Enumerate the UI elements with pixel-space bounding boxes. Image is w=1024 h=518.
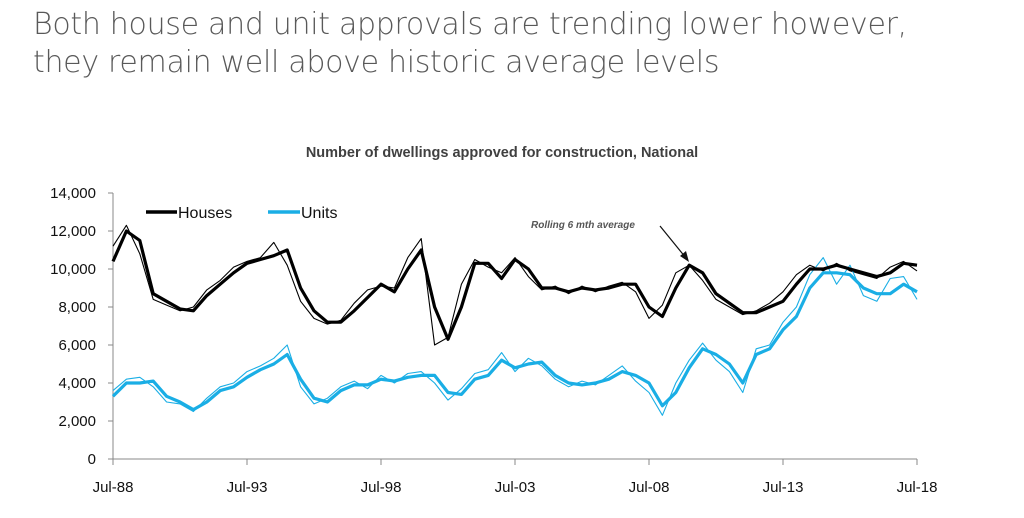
series-line-houses-monthly	[112, 224, 918, 346]
series-line-houses-rolling	[111, 229, 918, 341]
y-tick-label: 10,000	[50, 261, 96, 278]
y-tick-label: 2,000	[58, 413, 96, 430]
axes: 0 2,000 4,000 6,000 8,000 10,000 12,000 14,000 J…	[50, 185, 937, 496]
legend: Houses Units	[146, 205, 337, 222]
legend-label-houses: Houses	[178, 205, 232, 222]
x-tick-label: Jul-93	[227, 479, 268, 496]
headline-line-2: they remain well above historic average …	[33, 45, 720, 80]
y-tick-label: 6,000	[58, 337, 96, 354]
y-tick-label: 8,000	[58, 299, 96, 316]
annotation: Rolling 6 mth average	[531, 220, 689, 262]
slide-headline: Both house and unit approvals are trendi…	[33, 6, 907, 82]
x-tick-label: Jul-88	[93, 479, 134, 496]
annotation-arrow	[659, 225, 687, 259]
x-tick-label: Jul-18	[897, 479, 938, 496]
series-line-units-rolling	[111, 271, 918, 412]
y-tick-label: 4,000	[58, 375, 96, 392]
y-tick-label: 14,000	[50, 185, 96, 202]
x-tick-label: Jul-08	[629, 479, 670, 496]
legend-label-units: Units	[301, 205, 337, 222]
y-tick-label: 0	[88, 451, 96, 468]
y-tick-label: 12,000	[50, 223, 96, 240]
annotation-text: Rolling 6 mth average	[531, 220, 635, 231]
series-lines	[111, 224, 918, 416]
x-tick-label: Jul-98	[361, 479, 402, 496]
chart-title: Number of dwellings approved for constru…	[306, 145, 698, 161]
headline-line-1: Both house and unit approvals are trendi…	[33, 7, 907, 42]
x-tick-label: Jul-13	[763, 479, 804, 496]
annotation-arrowhead	[680, 251, 689, 262]
series-line-units-monthly	[112, 257, 918, 416]
x-tick-label: Jul-03	[495, 479, 536, 496]
